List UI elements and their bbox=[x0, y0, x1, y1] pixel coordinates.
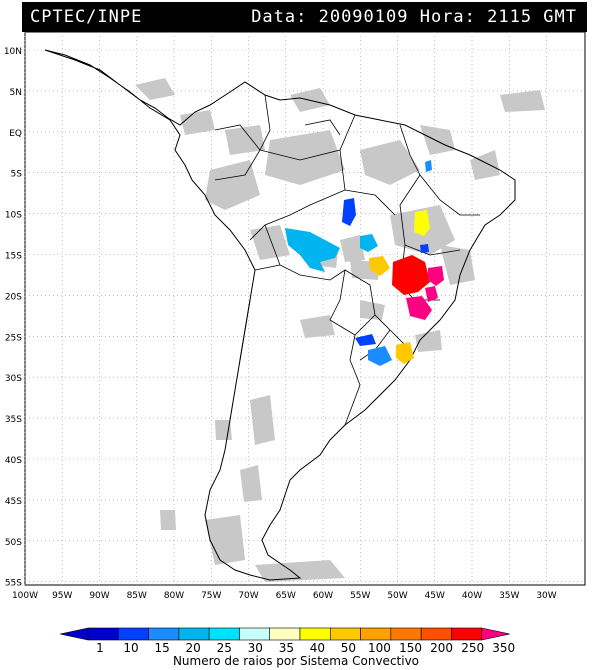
legend-tick-label: 150 bbox=[399, 641, 422, 655]
legend-swatch bbox=[451, 627, 483, 641]
legend-tick-label: 30 bbox=[248, 641, 263, 655]
legend-tick-label: 10 bbox=[123, 641, 138, 655]
legend-tick-label: 15 bbox=[154, 641, 169, 655]
legend-tick-label: 20 bbox=[186, 641, 201, 655]
lat-tick-label: 55S bbox=[5, 579, 22, 589]
lat-tick-label: 5N bbox=[10, 88, 22, 98]
legend-arrow-right bbox=[481, 627, 510, 641]
lightning-legend: 1 10 15 20 25 30 35 40 50 100 150 200 250 350 bbox=[59, 627, 515, 655]
lat-tick-label: 20S bbox=[5, 292, 22, 302]
lat-tick-label: 15S bbox=[5, 252, 22, 262]
legend-swatch bbox=[269, 627, 301, 641]
country-borders bbox=[214, 94, 480, 426]
legend-tick-label: 250 bbox=[461, 641, 484, 655]
source-label: CPTEC/INPE bbox=[30, 7, 143, 27]
lon-tick-label: 80W bbox=[164, 591, 184, 601]
lon-tick-label: 70W bbox=[238, 591, 258, 601]
lon-tick-label: 30W bbox=[536, 591, 556, 601]
legend-swatch bbox=[178, 627, 210, 641]
legend-swatch bbox=[117, 627, 149, 641]
legend-swatch bbox=[390, 627, 422, 641]
lat-tick-label: 45S bbox=[5, 497, 22, 507]
legend-tick-label: 25 bbox=[217, 641, 232, 655]
coastline bbox=[44, 49, 516, 581]
legend-swatch bbox=[420, 627, 452, 641]
graticule bbox=[24, 32, 585, 585]
lon-tick-label: 60W bbox=[313, 591, 333, 601]
cloud-cover bbox=[135, 78, 545, 582]
lon-tick-label: 95W bbox=[52, 591, 72, 601]
lat-tick-label: 5S bbox=[11, 170, 23, 180]
lat-tick-label: 10S bbox=[5, 211, 22, 221]
lat-tick-label: 30S bbox=[5, 374, 22, 384]
legend-tick-label: 35 bbox=[279, 641, 294, 655]
map-frame bbox=[24, 31, 586, 586]
lat-tick-label: 25S bbox=[5, 333, 22, 343]
lon-tick-label: 85W bbox=[127, 591, 147, 601]
lat-tick-label: EQ bbox=[9, 129, 22, 139]
latitude-labels: 10N 5N EQ 5S 10S 15S 20S 25S 30S 35S 40S 45S 50S 55S bbox=[4, 47, 22, 589]
legend-swatch bbox=[299, 627, 331, 641]
lon-tick-label: 55W bbox=[350, 591, 370, 601]
legend-swatch bbox=[208, 627, 240, 641]
lon-tick-label: 90W bbox=[89, 591, 109, 601]
legend-tick-label: 1 bbox=[96, 641, 104, 655]
lon-tick-label: 40W bbox=[462, 591, 482, 601]
lat-tick-label: 40S bbox=[5, 456, 22, 466]
lon-tick-label: 50W bbox=[387, 591, 407, 601]
lon-tick-label: 45W bbox=[425, 591, 445, 601]
lon-tick-label: 35W bbox=[499, 591, 519, 601]
datetime-label: Data: 20090109 Hora: 2115 GMT bbox=[251, 7, 577, 27]
legend-swatch bbox=[329, 627, 361, 641]
lat-tick-label: 35S bbox=[5, 415, 22, 425]
legend-tick-label: 40 bbox=[310, 641, 325, 655]
longitude-labels: 100W 95W 90W 85W 80W 75W 70W 65W 60W 55W 50W 45W 40W… bbox=[12, 591, 557, 601]
legend-arrow-left bbox=[59, 627, 89, 641]
lon-tick-label: 100W bbox=[12, 591, 38, 601]
lat-tick-label: 10N bbox=[4, 47, 22, 57]
convective-systems bbox=[285, 160, 444, 366]
legend-swatch bbox=[360, 627, 392, 641]
legend-caption: Numero de raios por Sistema Convectivo bbox=[173, 654, 419, 668]
lon-tick-label: 75W bbox=[201, 591, 221, 601]
title-bar: CPTEC/INPE Data: 20090109 Hora: 2115 GMT bbox=[22, 2, 587, 32]
legend-tick-label: 50 bbox=[341, 641, 356, 655]
legend-swatch bbox=[87, 627, 119, 641]
legend-tick-label: 350 bbox=[492, 641, 515, 655]
lat-tick-label: 50S bbox=[5, 538, 22, 548]
legend-tick-label: 200 bbox=[430, 641, 453, 655]
legend-swatch bbox=[148, 627, 180, 641]
lon-tick-label: 65W bbox=[276, 591, 296, 601]
legend-tick-label: 100 bbox=[368, 641, 391, 655]
legend-swatch bbox=[239, 627, 271, 641]
